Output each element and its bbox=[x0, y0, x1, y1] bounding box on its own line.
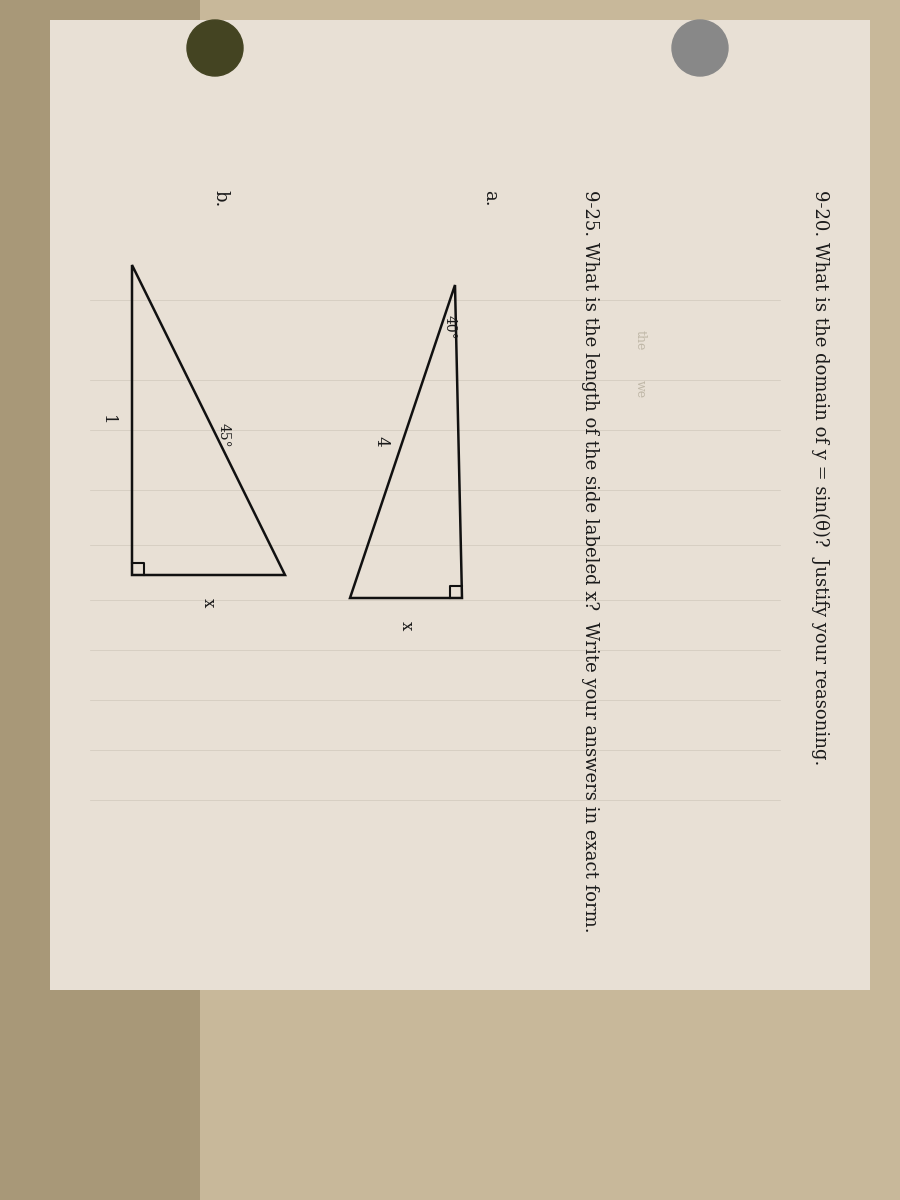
Text: we: we bbox=[634, 380, 646, 398]
Text: 9-25. What is the length of the side labeled x?  Write your answers in exact for: 9-25. What is the length of the side lab… bbox=[581, 190, 599, 932]
Bar bbox=[0, 0, 200, 1200]
Text: 40°: 40° bbox=[443, 314, 457, 340]
Text: 9-20. What is the domain of y = sin(θ)?  Justify your reasoning.: 9-20. What is the domain of y = sin(θ)? … bbox=[811, 190, 829, 766]
Text: 1: 1 bbox=[98, 415, 115, 425]
Text: 4: 4 bbox=[372, 436, 389, 446]
Text: x: x bbox=[398, 622, 415, 631]
Text: a.: a. bbox=[481, 190, 499, 206]
Text: the: the bbox=[634, 330, 646, 350]
Text: x: x bbox=[200, 599, 217, 607]
Bar bbox=[50, 20, 870, 990]
Circle shape bbox=[672, 20, 728, 76]
Text: b.: b. bbox=[211, 190, 229, 208]
Text: 45°: 45° bbox=[217, 422, 230, 448]
Bar bbox=[200, 0, 900, 1200]
Circle shape bbox=[187, 20, 243, 76]
